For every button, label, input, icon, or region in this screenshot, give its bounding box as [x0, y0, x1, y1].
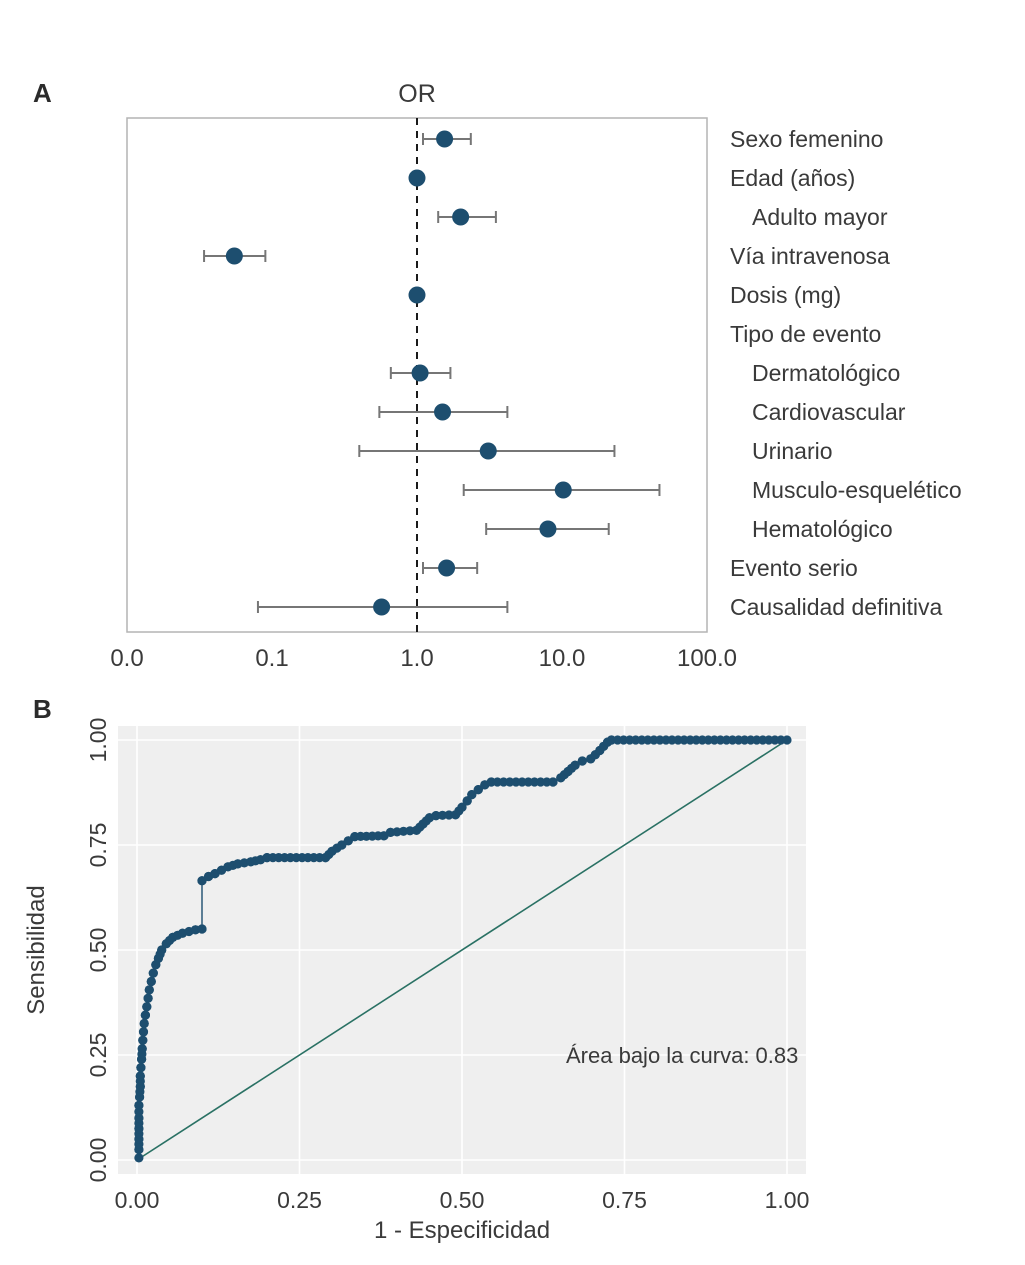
forest-row: Adulto mayor: [437, 204, 888, 230]
or-dot: [225, 247, 243, 265]
row-label: Causalidad definitiva: [730, 594, 942, 620]
roc-plot: 0.00 0.25 0.50 0.75 1.00 0.00 0.25 0.50 0.75 1.00…: [23, 718, 809, 1244]
row-label: Dosis (mg): [730, 282, 841, 308]
roc-dot: [134, 1107, 144, 1117]
row-label: Adulto mayor: [752, 204, 888, 230]
roc-dot: [343, 836, 353, 846]
roc-dot: [138, 1035, 148, 1045]
roc-dot: [548, 777, 558, 787]
auc-annotation: Área bajo la curva: 0.83: [566, 1043, 798, 1068]
or-dot: [438, 559, 456, 577]
roc-dot: [577, 756, 587, 766]
forest-row: Edad (años): [408, 165, 855, 191]
x-tick-label: 100.0: [677, 645, 737, 672]
or-dot: [373, 598, 391, 616]
roc-dot: [134, 1153, 144, 1163]
roc-dot: [473, 785, 483, 795]
or-dot: [408, 286, 426, 304]
forest-row: Urinario: [358, 438, 833, 464]
x-tick-label: 0.25: [277, 1187, 322, 1213]
roc-dot: [137, 1044, 147, 1054]
or-dot: [554, 481, 572, 499]
or-dot: [479, 442, 497, 460]
x-tick-label: 0.1: [255, 645, 288, 672]
forest-row: Evento serio: [422, 555, 858, 581]
roc-dot: [431, 811, 441, 821]
x-tick-label: 0.75: [602, 1187, 647, 1213]
forest-row: Cardiovascular: [378, 399, 906, 425]
roc-dot: [148, 968, 158, 978]
roc-dot: [157, 945, 167, 955]
roc-dot: [136, 1063, 146, 1073]
roc-dot: [437, 810, 448, 820]
x-tick-label: 0.0: [110, 645, 143, 672]
y-tick-label: 1.00: [85, 718, 111, 763]
or-dot: [436, 130, 454, 148]
x-tick-label: 10.0: [539, 645, 586, 672]
panel-a-label: A: [33, 78, 52, 108]
forest-row: Dosis (mg): [408, 282, 841, 308]
y-tick-label: 0.00: [85, 1138, 111, 1183]
row-label: Evento serio: [730, 555, 858, 581]
forest-title: OR: [398, 80, 436, 108]
roc-dot: [467, 790, 477, 800]
x-tick-label: 1.0: [400, 645, 433, 672]
row-label: Cardiovascular: [752, 399, 906, 425]
forest-row: Dermatológico: [389, 360, 900, 386]
roc-dot: [144, 985, 154, 995]
forest-row: Vía intravenosa: [203, 243, 890, 269]
x-axis-title: 1 - Especificidad: [374, 1217, 550, 1244]
row-label: Sexo femenino: [730, 126, 883, 152]
x-tick-label: 1.00: [765, 1187, 810, 1213]
roc-dot: [143, 993, 153, 1003]
roc-dot: [570, 760, 580, 770]
roc-dot: [134, 1113, 144, 1123]
or-dot: [408, 169, 426, 187]
row-label: Vía intravenosa: [730, 243, 890, 269]
roc-dot: [138, 1027, 149, 1037]
x-tick-label: 0.00: [115, 1187, 160, 1213]
forest-plot: OR 0.0 0.1 1.0 10.0 100.0 Sexo femenino Edad (a…: [110, 80, 961, 672]
roc-dots: [134, 735, 792, 1163]
roc-dot: [337, 840, 347, 850]
roc-dot: [142, 1002, 152, 1012]
forest-row: Tipo de evento: [730, 321, 881, 347]
roc-dot: [457, 802, 467, 812]
row-label: Hematológico: [752, 516, 893, 542]
y-tick-label: 0.75: [85, 823, 111, 868]
forest-row: Hematológico: [485, 516, 893, 542]
y-tick-label: 0.25: [85, 1033, 111, 1078]
row-label: Musculo-esquelético: [752, 477, 962, 503]
row-label: Tipo de evento: [730, 321, 881, 347]
x-tick-label: 0.50: [440, 1187, 485, 1213]
roc-dot: [139, 1018, 149, 1029]
or-dot: [411, 364, 429, 382]
roc-dot: [140, 1010, 150, 1020]
roc-dot: [135, 1071, 145, 1081]
roc-dot: [146, 976, 156, 987]
forest-row: Sexo femenino: [422, 126, 883, 152]
roc-dot: [444, 810, 454, 820]
roc-dot: [197, 924, 207, 934]
row-label: Dermatológico: [752, 360, 900, 386]
or-dot: [434, 403, 452, 421]
roc-dot: [197, 876, 207, 886]
y-tick-label: 0.50: [85, 928, 111, 973]
or-dot: [452, 208, 470, 226]
forest-row: Causalidad definitiva: [256, 594, 942, 620]
row-label: Edad (años): [730, 165, 855, 191]
chance-line: [136, 739, 788, 1161]
y-axis-title: Sensibilidad: [23, 885, 50, 1014]
panel-b-label: B: [33, 694, 52, 724]
forest-row: Musculo-esquelético: [462, 477, 962, 503]
roc-dot: [462, 796, 472, 806]
row-label: Urinario: [752, 438, 833, 464]
roc-dot: [782, 735, 792, 745]
or-dot: [539, 520, 557, 538]
roc-dot: [134, 1100, 144, 1110]
